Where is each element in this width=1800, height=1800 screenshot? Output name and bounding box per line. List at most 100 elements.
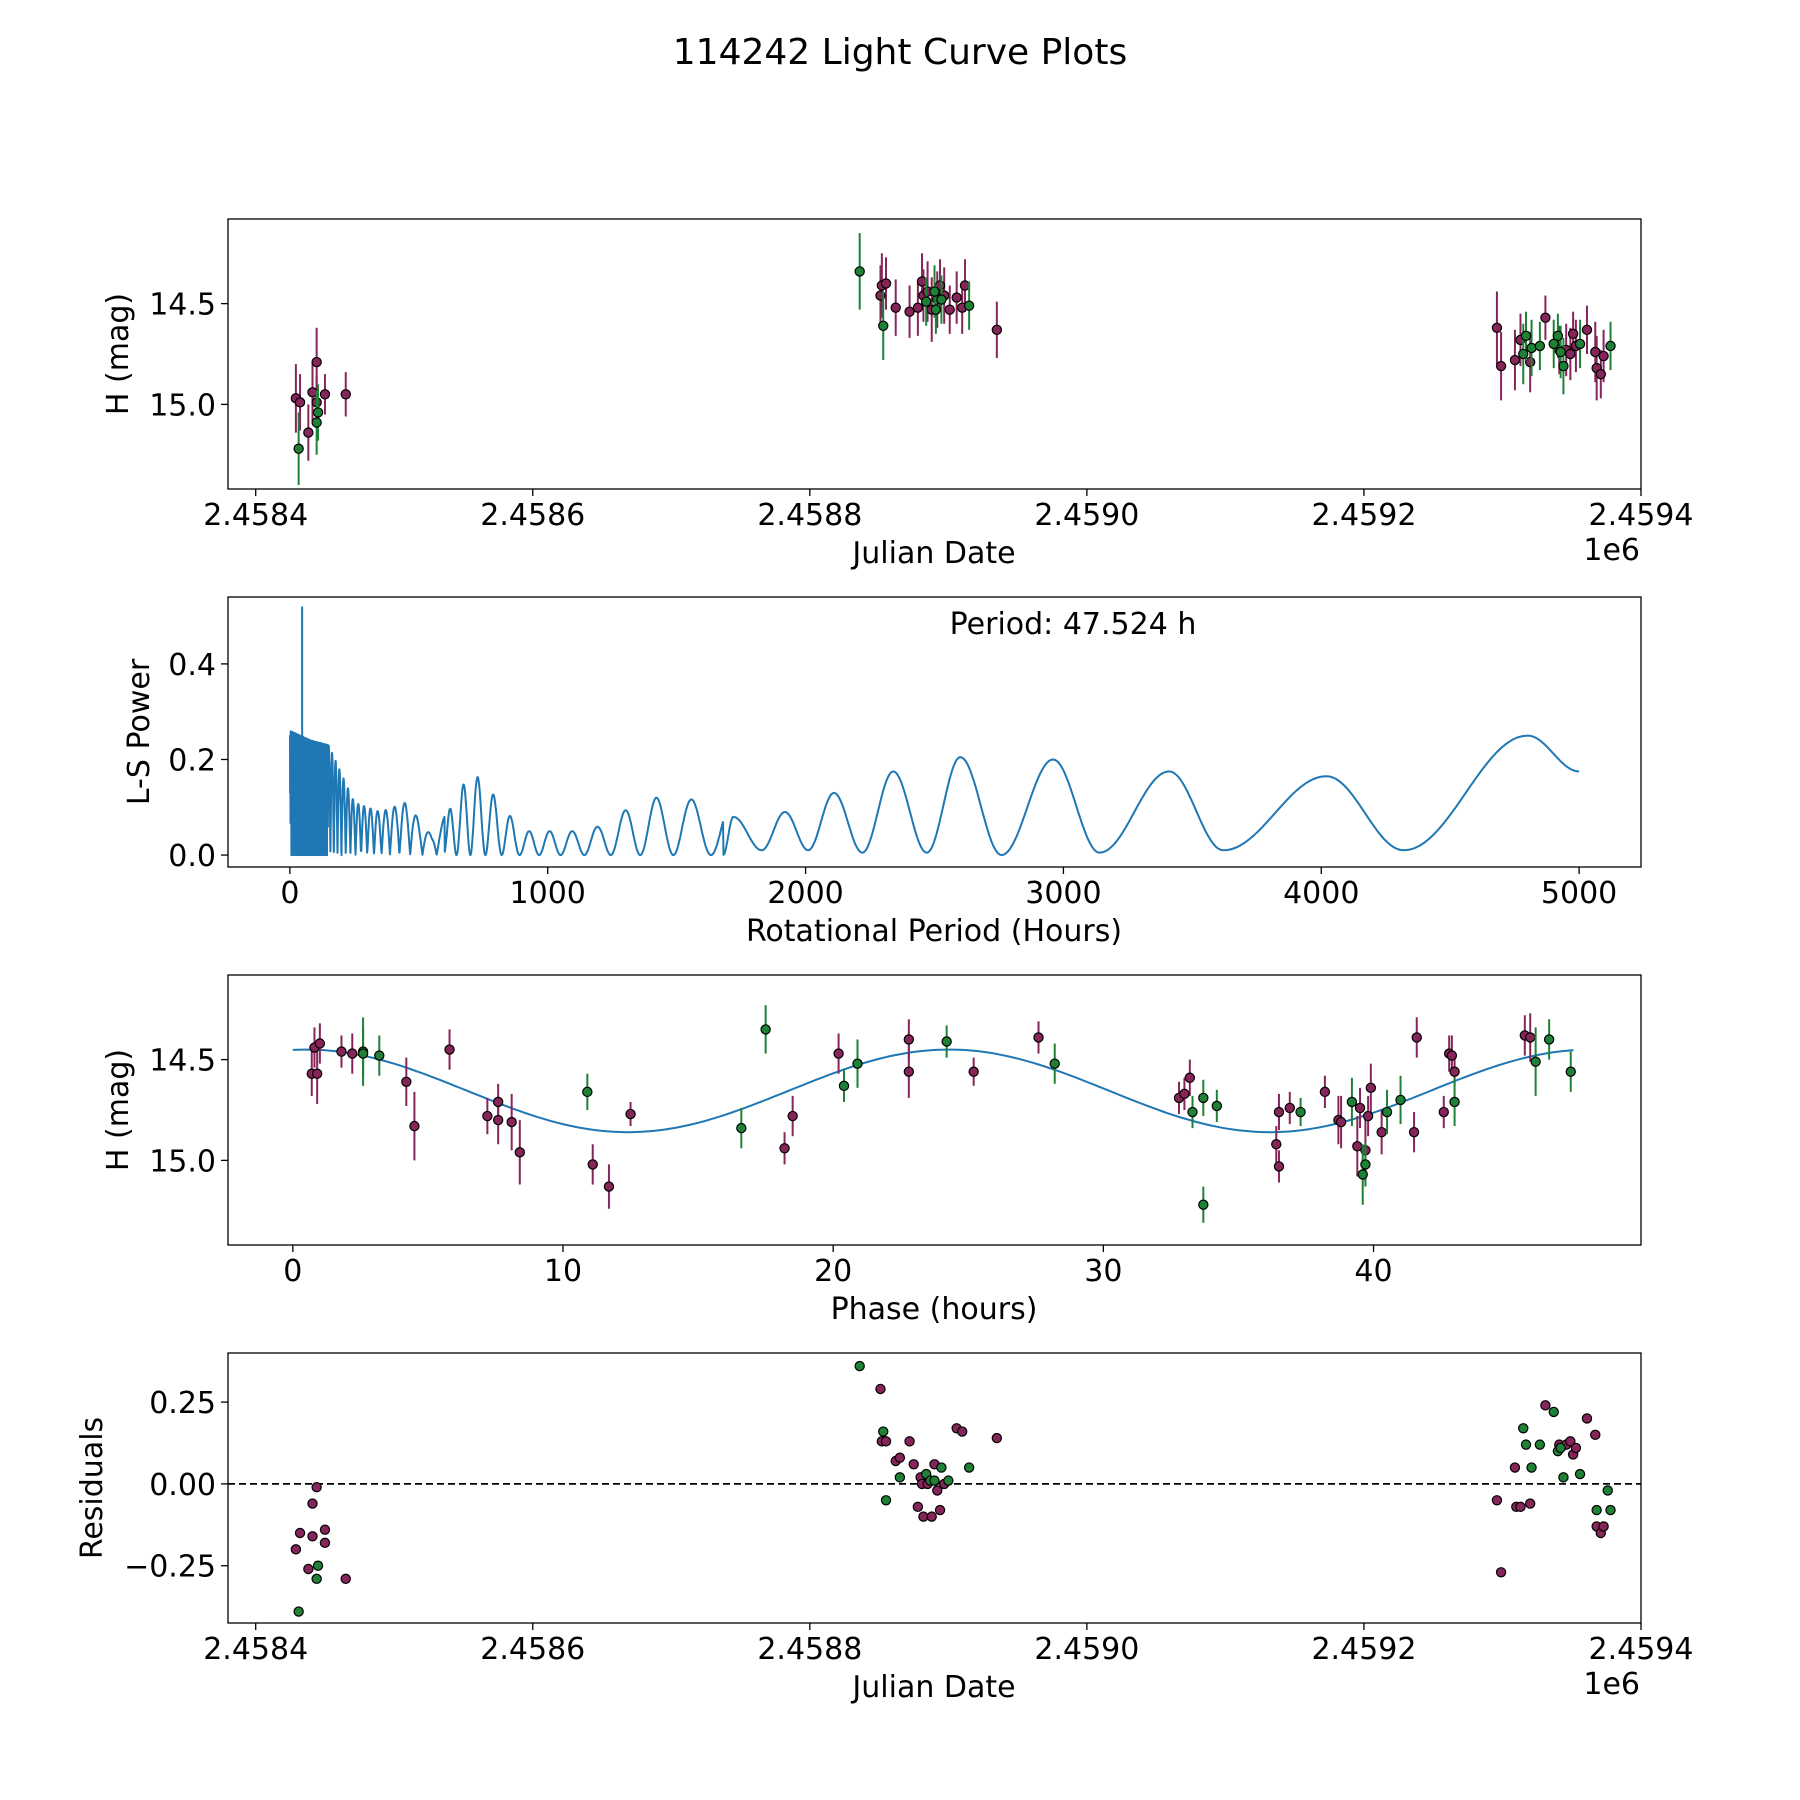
residuals-point-green xyxy=(1526,1462,1537,1473)
residuals-xlabel: Julian Date xyxy=(850,1670,1015,1705)
panel-phase: 0 10 20 30 40 15.0 14.5 Phase (hours) H (mag) xyxy=(101,974,1642,1327)
residuals-point-maroon xyxy=(904,1436,915,1447)
phase-point-maroon xyxy=(1033,1032,1044,1043)
phase-point-maroon xyxy=(587,1159,598,1170)
phase-point-maroon xyxy=(1273,1106,1285,1118)
periodogram-ytick-label: 0.2 xyxy=(168,743,216,778)
lightcurve-xlabel: Julian Date xyxy=(850,536,1015,571)
residuals-point-maroon xyxy=(1524,1498,1536,1509)
figure-title: 114242 Light Curve Plots xyxy=(673,32,1127,73)
phase-point-maroon xyxy=(1284,1102,1295,1114)
lightcurve-xtick-label: 2.4586 xyxy=(480,498,585,533)
lightcurve-point-maroon xyxy=(311,356,322,368)
phase-point-maroon xyxy=(1525,1032,1536,1043)
periodogram-power-line xyxy=(289,730,1580,857)
residuals-point-green xyxy=(963,1462,975,1473)
periodogram-ylabel: L-S Power xyxy=(122,658,157,805)
lightcurve-point-green xyxy=(929,286,940,297)
residuals-point-maroon xyxy=(957,1426,968,1437)
residuals-point-maroon xyxy=(1509,1462,1521,1473)
lightcurve-point-green xyxy=(854,266,865,277)
phase-point-maroon xyxy=(409,1120,420,1132)
phase-point-maroon xyxy=(1365,1082,1377,1094)
phase-xtick-label: 40 xyxy=(1354,1254,1392,1289)
residuals-ytick-label: 0.00 xyxy=(149,1468,216,1503)
phase-point-maroon xyxy=(506,1116,517,1128)
phase-point-green xyxy=(1346,1096,1358,1108)
lightcurve-point-maroon xyxy=(991,324,1003,336)
lightcurve-point-green xyxy=(920,296,932,307)
phase-point-maroon xyxy=(1179,1088,1190,1100)
lightcurve-xtick-label: 2.4592 xyxy=(1311,498,1416,533)
residuals-xtick-label: 2.4592 xyxy=(1311,1632,1416,1667)
residuals-point-maroon xyxy=(307,1531,318,1542)
residuals-point-green xyxy=(1548,1406,1559,1418)
phase-point-maroon xyxy=(1354,1102,1366,1114)
lightcurve-xtick-label: 2.4594 xyxy=(1589,498,1694,533)
phase-point-green xyxy=(1295,1106,1306,1118)
periodogram-xtick-label: 0 xyxy=(280,876,299,911)
lightcurve-point-green xyxy=(1520,330,1532,342)
residuals-xtick-label: 2.4586 xyxy=(480,1632,585,1667)
phase-point-maroon xyxy=(903,1066,915,1077)
residuals-point-maroon xyxy=(908,1459,919,1470)
lightcurve-point-maroon xyxy=(1595,368,1607,380)
phase-point-green xyxy=(1211,1100,1223,1112)
lightcurve-point-maroon xyxy=(880,278,892,289)
phase-point-maroon xyxy=(903,1034,915,1045)
residuals-point-maroon xyxy=(290,1544,302,1555)
residuals-point-maroon xyxy=(340,1573,351,1585)
phase-point-maroon xyxy=(492,1114,504,1126)
residuals-point-green xyxy=(1555,1442,1566,1454)
periodogram-ytick-label: 0.0 xyxy=(168,839,216,874)
phase-point-green xyxy=(736,1122,747,1134)
periodogram-ytick-label: 0.4 xyxy=(168,648,216,683)
residuals-point-green xyxy=(894,1472,906,1483)
phase-point-green xyxy=(1381,1106,1393,1118)
lightcurve-xtick-label: 2.4584 xyxy=(203,498,308,533)
phase-point-green xyxy=(1049,1058,1060,1069)
phase-point-maroon xyxy=(625,1108,636,1120)
phase-point-maroon xyxy=(787,1110,798,1122)
residuals-point-green xyxy=(1558,1472,1569,1483)
residuals-point-maroon xyxy=(1570,1442,1582,1454)
residuals-point-maroon xyxy=(991,1432,1003,1444)
residuals-point-green xyxy=(943,1475,954,1486)
phase-point-maroon xyxy=(1411,1032,1422,1043)
lightcurve-point-maroon xyxy=(1540,312,1551,323)
phase-point-green xyxy=(374,1050,385,1061)
residuals-offset-label: 1e6 xyxy=(1583,1667,1640,1702)
residuals-point-maroon xyxy=(319,1537,331,1549)
phase-point-green xyxy=(1187,1106,1198,1118)
residuals-ytick-label: 0.25 xyxy=(149,1386,216,1421)
phase-point-green xyxy=(1449,1096,1460,1108)
phase-point-maroon xyxy=(1446,1050,1458,1061)
residuals-xtick-label: 2.4584 xyxy=(203,1632,308,1667)
residuals-point-maroon xyxy=(880,1436,892,1447)
residuals-xtick-label: 2.4588 xyxy=(757,1632,862,1667)
residuals-point-maroon xyxy=(1598,1521,1609,1532)
lightcurve-point-maroon xyxy=(1509,354,1521,366)
residuals-axes-frame xyxy=(227,1352,1642,1624)
residuals-point-maroon xyxy=(1515,1501,1526,1513)
periodogram-xtick-label: 2000 xyxy=(767,876,843,911)
residuals-point-green xyxy=(1591,1504,1602,1516)
residuals-point-green xyxy=(1518,1423,1529,1434)
lightcurve-point-green xyxy=(1574,338,1586,350)
phase-point-green xyxy=(1543,1034,1555,1045)
lightcurve-point-green xyxy=(963,300,975,311)
lightcurve-point-maroon xyxy=(294,397,306,408)
phase-point-green xyxy=(1530,1056,1541,1067)
period-annotation: Period: 47.524 h xyxy=(950,607,1197,642)
lightcurve-point-maroon xyxy=(303,427,314,438)
periodogram-axes-frame xyxy=(227,596,1642,868)
residuals-point-maroon xyxy=(294,1527,306,1539)
lightcurve-point-maroon xyxy=(1491,322,1503,334)
residuals-point-green xyxy=(293,1606,304,1617)
phase-point-maroon xyxy=(1273,1161,1285,1172)
residuals-point-green xyxy=(312,1560,324,1571)
lightcurve-offset-label: 1e6 xyxy=(1583,533,1640,568)
lightcurve-point-green xyxy=(1555,346,1566,358)
residuals-point-maroon xyxy=(303,1563,314,1575)
phase-xtick-label: 0 xyxy=(283,1254,302,1289)
